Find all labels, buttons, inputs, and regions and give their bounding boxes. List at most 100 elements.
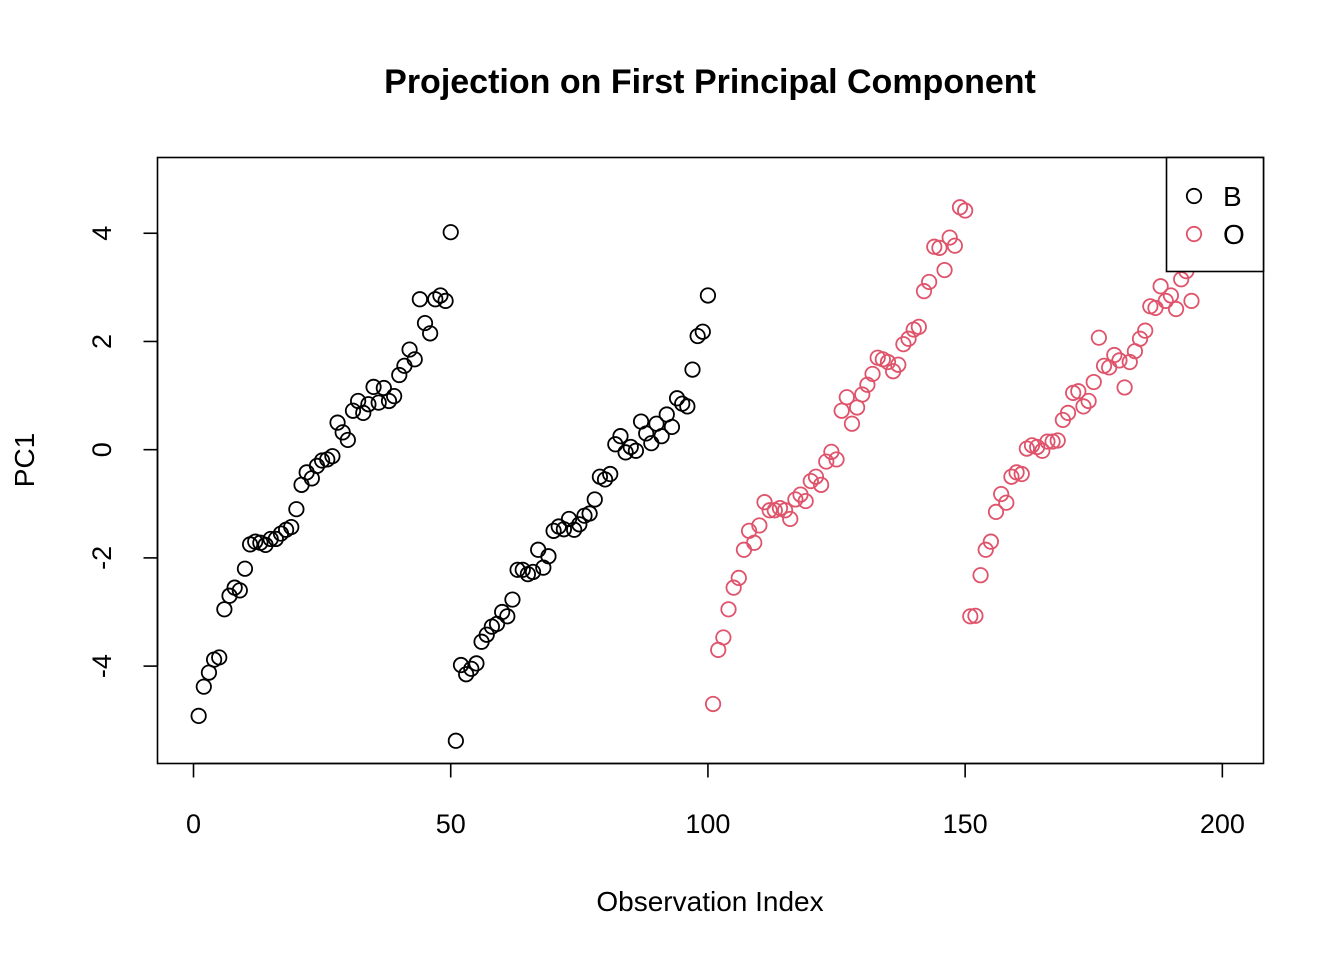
data-point-o	[1157, 292, 1174, 309]
data-point-o	[704, 695, 722, 713]
data-point-b	[699, 287, 717, 304]
data-point-o	[1162, 287, 1180, 304]
data-point-b	[442, 224, 459, 241]
chart-title: Projection on First Principal Component	[384, 63, 1036, 101]
x-tick-label: 100	[685, 809, 730, 839]
data-point-b	[668, 390, 686, 407]
data-point-b	[236, 560, 254, 577]
data-point-o	[735, 541, 753, 558]
data-point-o	[1147, 299, 1164, 317]
data-point-o	[951, 199, 969, 216]
data-point-b	[365, 378, 382, 396]
data-point-o	[797, 492, 814, 510]
data-point-o	[756, 494, 773, 511]
data-point-b	[524, 563, 542, 581]
data-point-o	[1152, 278, 1169, 295]
data-point-o	[1034, 442, 1051, 459]
data-point-b	[360, 396, 377, 413]
data-point-b	[380, 392, 398, 410]
data-point-o	[1167, 300, 1185, 318]
data-point-o	[828, 451, 845, 468]
data-point-b	[499, 608, 516, 625]
data-point-b	[355, 404, 372, 421]
data-point-b	[478, 626, 495, 643]
data-point-b	[494, 603, 511, 621]
y-tick-label: 4	[87, 226, 117, 241]
data-point-b	[370, 394, 387, 411]
data-point-o	[787, 491, 804, 508]
data-point-o	[1121, 353, 1138, 371]
data-point-b	[571, 516, 588, 533]
data-point-b	[514, 561, 531, 578]
data-point-o	[910, 318, 927, 335]
y-tick-label: 2	[87, 334, 117, 349]
data-point-o	[957, 202, 974, 219]
legend-marker-o	[1185, 225, 1203, 243]
data-point-o	[967, 607, 984, 624]
legend: BO	[1165, 156, 1265, 273]
data-point-o	[962, 608, 979, 625]
data-point-b	[221, 587, 238, 604]
data-point-b	[612, 428, 629, 445]
data-point-b	[329, 414, 346, 431]
data-point-o	[751, 517, 768, 534]
data-point-b	[422, 325, 439, 342]
data-point-o	[998, 494, 1015, 511]
data-point-o	[802, 472, 819, 490]
data-point-o	[1173, 271, 1190, 288]
data-point-b	[689, 327, 706, 345]
data-point-o	[864, 365, 881, 383]
data-point-b	[262, 530, 279, 548]
data-point-b	[617, 444, 634, 461]
data-point-o	[972, 567, 989, 584]
data-point-o	[761, 502, 778, 519]
data-point-o	[1029, 438, 1046, 456]
data-point-o	[941, 229, 958, 246]
data-point-o	[1003, 468, 1020, 485]
y-axis: -4 -2 0 2 4	[87, 226, 159, 678]
data-point-o	[746, 534, 763, 551]
data-point-o	[859, 376, 876, 393]
data-point-b	[216, 601, 233, 618]
data-point-o	[1070, 383, 1087, 400]
x-tick-label: 200	[1200, 809, 1245, 839]
y-axis-label: PC1	[9, 433, 40, 487]
data-point-o	[854, 386, 871, 403]
data-point-b	[509, 561, 526, 578]
data-point-o	[1111, 352, 1128, 369]
data-point-b	[211, 649, 228, 666]
data-point-b	[267, 530, 284, 548]
data-point-o	[1183, 292, 1200, 309]
y-tick-label: -4	[87, 654, 117, 678]
data-point-o	[1080, 392, 1097, 410]
data-points	[190, 199, 1200, 749]
data-point-b	[663, 418, 681, 436]
data-point-b	[694, 323, 711, 340]
data-point-b	[555, 521, 572, 538]
data-point-b	[560, 510, 578, 528]
x-axis-label: Observation Index	[596, 886, 823, 917]
data-point-b	[447, 732, 464, 749]
data-point-o	[1018, 440, 1035, 457]
data-point-o	[1059, 404, 1077, 421]
data-point-b	[602, 465, 619, 483]
data-point-o	[1049, 432, 1066, 449]
x-tick-label: 50	[436, 809, 466, 839]
data-point-o	[982, 533, 999, 550]
data-point-b	[190, 707, 207, 724]
x-axis: 0 50 100 150 200	[186, 762, 1245, 839]
data-point-o	[843, 415, 861, 432]
data-point-b	[458, 666, 475, 683]
data-point-b	[391, 366, 408, 384]
data-point-o	[725, 579, 742, 596]
data-point-o	[1090, 329, 1107, 346]
data-point-b	[638, 425, 655, 442]
data-point-o	[1075, 398, 1092, 415]
data-point-o	[1013, 465, 1030, 483]
data-point-b	[231, 582, 248, 599]
legend-marker-b	[1185, 187, 1203, 205]
data-point-o	[1137, 322, 1154, 339]
data-point-b	[463, 660, 480, 677]
data-point-o	[838, 389, 855, 406]
